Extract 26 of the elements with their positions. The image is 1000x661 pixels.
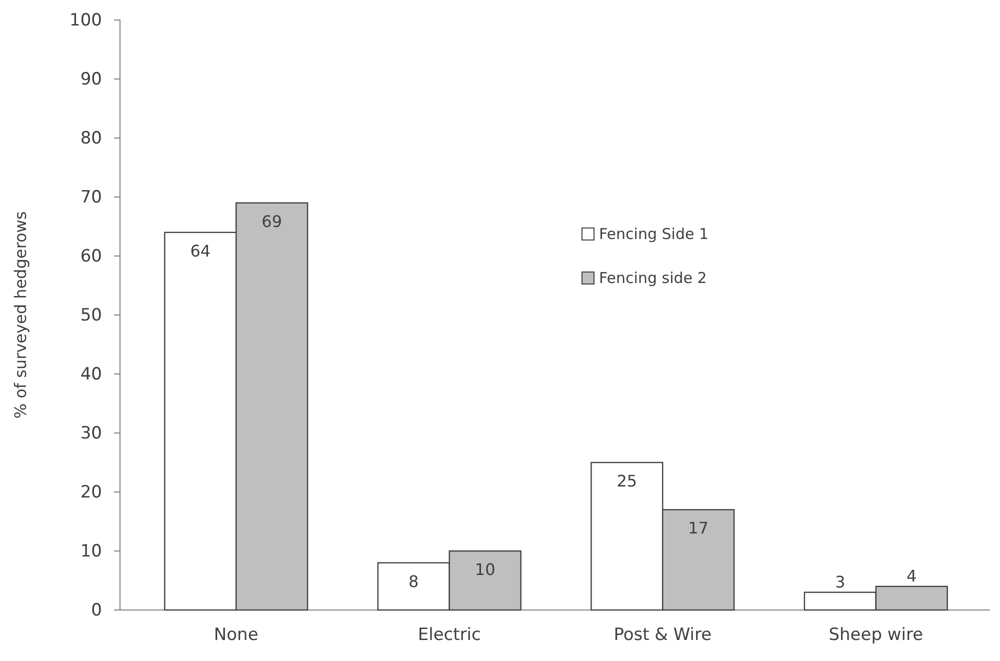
legend-label: Fencing side 2 — [599, 269, 707, 287]
data-label: 10 — [474, 560, 496, 579]
data-label: 69 — [262, 212, 282, 231]
y-tick-label: 70 — [80, 187, 102, 208]
y-tick-label: 0 — [91, 600, 102, 620]
y-tick-label: 50 — [80, 305, 102, 326]
x-tick-label: Post & Wire — [614, 625, 712, 646]
x-tick-label: Sheep wire — [828, 625, 924, 646]
y-tick-label: 60 — [80, 246, 102, 266]
data-label: 4 — [906, 566, 917, 586]
y-tick-label: 10 — [80, 541, 102, 562]
data-label: 17 — [688, 518, 709, 538]
data-label: 64 — [190, 241, 211, 260]
y-tick-label: 80 — [80, 128, 102, 148]
y-axis-title: % of surveyed hedgerows — [11, 211, 30, 419]
y-tick-label: 40 — [80, 364, 102, 384]
y-tick-label: 20 — [80, 482, 102, 502]
y-tick-label: 100 — [70, 10, 102, 30]
legend-label: Fencing Side 1 — [599, 225, 709, 243]
x-tick-label: None — [214, 625, 258, 646]
y-tick-label: 30 — [80, 423, 102, 444]
data-label: 8 — [408, 572, 419, 591]
y-tick-label: 90 — [80, 69, 102, 90]
data-label: 25 — [616, 472, 638, 490]
x-tick-label: Electric — [418, 625, 481, 646]
data-label: 3 — [835, 572, 846, 592]
